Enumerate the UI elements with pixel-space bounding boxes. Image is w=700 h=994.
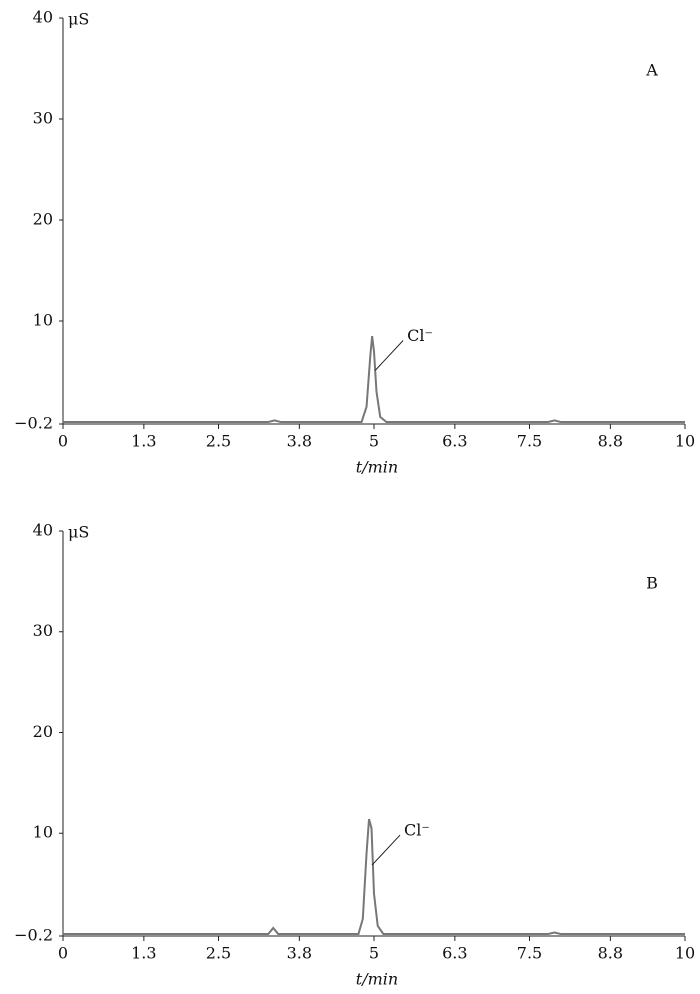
y-tick-label: 40 xyxy=(33,8,53,27)
x-tick-label: 1.3 xyxy=(131,944,156,963)
annotation: Cl⁻ xyxy=(404,821,430,840)
y-tick-label: 10 xyxy=(33,823,53,842)
y-tick-label: 30 xyxy=(33,108,53,127)
y-tick-label: 20 xyxy=(33,722,53,741)
x-tick-label: 3.8 xyxy=(287,944,312,963)
x-tick-label: 7.5 xyxy=(517,432,542,451)
annotation: Cl⁻ xyxy=(407,326,433,345)
x-tick-label: 6.3 xyxy=(442,944,467,963)
x-axis-label: t/min xyxy=(356,458,398,477)
y-tick-label: −0.2 xyxy=(14,926,53,945)
x-tick-label: 5 xyxy=(369,944,379,963)
x-tick-label: 8.8 xyxy=(598,432,623,451)
y-unit: μS xyxy=(68,10,89,29)
x-axis-label: t/min xyxy=(356,970,398,989)
y-unit: μS xyxy=(68,523,89,542)
y-tick-label: −0.2 xyxy=(14,414,53,433)
signal-line xyxy=(63,818,685,935)
x-tick-label: 10 xyxy=(675,944,695,963)
x-tick-label: 2.5 xyxy=(206,944,231,963)
x-tick-label: 5 xyxy=(369,432,379,451)
panel-label: A xyxy=(645,61,658,80)
x-tick-label: 1.3 xyxy=(131,432,156,451)
annotation-leader xyxy=(371,834,401,866)
panel-label: B xyxy=(646,574,658,593)
x-tick-label: 3.8 xyxy=(287,432,312,451)
x-tick-label: 0 xyxy=(58,432,68,451)
x-tick-label: 0 xyxy=(58,944,68,963)
x-tick-label: 8.8 xyxy=(598,944,623,963)
annotation-leader xyxy=(374,340,404,371)
y-tick-label: 30 xyxy=(33,621,53,640)
y-tick-label: 40 xyxy=(33,521,53,540)
x-tick-label: 6.3 xyxy=(442,432,467,451)
signal-line xyxy=(63,336,685,423)
x-tick-label: 7.5 xyxy=(517,944,542,963)
y-tick-label: 20 xyxy=(33,209,53,228)
x-tick-label: 2.5 xyxy=(206,432,231,451)
y-tick-label: 10 xyxy=(33,310,53,329)
x-tick-label: 10 xyxy=(675,432,695,451)
